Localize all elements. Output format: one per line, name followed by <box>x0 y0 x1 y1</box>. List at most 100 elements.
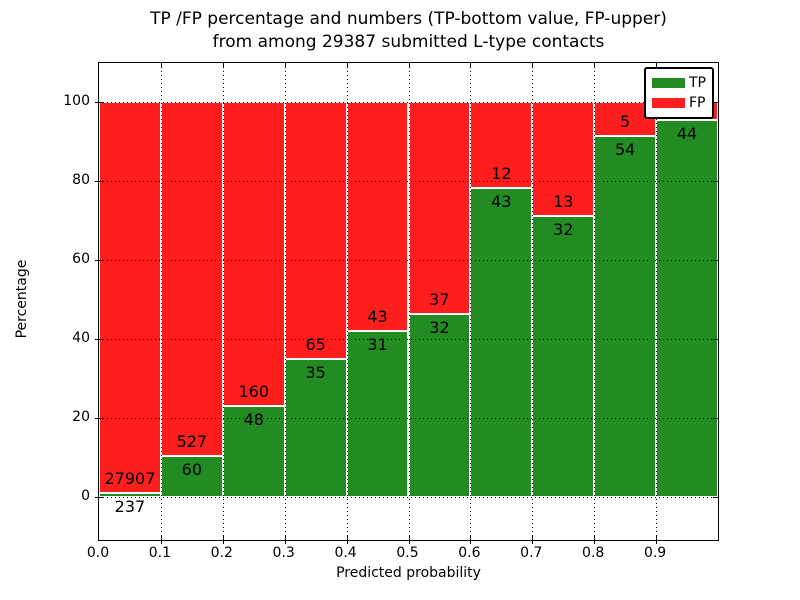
y-tick <box>95 496 104 498</box>
x-tick <box>656 535 658 544</box>
tp-count-label: 32 <box>429 317 450 337</box>
y-axis-label: Percentage <box>14 259 30 339</box>
fp-bar-segment <box>222 102 285 406</box>
fp-bar-segment <box>346 102 409 332</box>
fp-count-label: 5 <box>620 111 631 131</box>
x-gridline <box>346 63 348 540</box>
tp-legend-label: TP <box>689 75 706 91</box>
tp-bar-segment <box>99 493 161 497</box>
tp-count-label: 60 <box>181 460 203 480</box>
tp-bar-segment <box>594 135 657 497</box>
x-tick <box>594 63 596 68</box>
x-tick <box>222 63 224 68</box>
legend: TP FP <box>644 67 714 119</box>
fp-legend-label: FP <box>689 95 706 111</box>
y-tick <box>713 181 718 183</box>
y-tick <box>713 417 718 419</box>
fp-bar-segment <box>470 102 533 189</box>
fp-count-label: 160 <box>238 381 270 401</box>
tp-count-label: 44 <box>676 123 698 143</box>
x-gridline <box>160 63 162 540</box>
fp-count-label: 27907 <box>104 469 156 489</box>
tp-count-label: 43 <box>491 192 512 212</box>
fp-count-label: 37 <box>429 289 450 309</box>
tp-legend-swatch <box>652 78 685 88</box>
x-tick <box>470 535 472 544</box>
x-tick <box>532 63 534 68</box>
x-tick-label: 0.3 <box>272 545 295 561</box>
tp-bar-segment <box>284 358 347 497</box>
x-tick <box>594 535 596 544</box>
x-tick-label: 0.9 <box>643 545 667 561</box>
x-gridline <box>532 63 534 540</box>
y-tick <box>713 102 718 104</box>
y-tick <box>95 417 104 419</box>
x-gridline <box>594 63 596 540</box>
fp-count-label: 65 <box>305 334 326 354</box>
x-gridline <box>222 63 224 540</box>
y-tick <box>95 181 104 183</box>
x-tick-label: 0.5 <box>396 545 419 561</box>
y-tick <box>95 102 104 104</box>
y-tick-label: 80 <box>72 172 90 189</box>
x-tick <box>346 63 348 68</box>
fp-bar-segment <box>99 102 161 494</box>
plot-area: TP FP 27907 237 527 60 160 48 65 35 43 31 37 32 12 43… <box>95 62 719 544</box>
x-gridline <box>656 63 658 540</box>
y-tick <box>713 260 718 262</box>
legend-item-fp: FP <box>652 93 706 113</box>
x-gridline <box>284 63 286 540</box>
tp-bar-segment <box>470 188 533 497</box>
x-tick <box>408 63 410 68</box>
x-tick <box>284 535 286 544</box>
x-tick-label: 0.0 <box>86 545 110 561</box>
chart-title-line1: TP /FP percentage and numbers (TP-bottom… <box>150 9 667 29</box>
tp-bar-segment <box>656 119 718 497</box>
x-tick-label: 0.2 <box>210 545 233 561</box>
tp-bar-segment <box>408 313 471 497</box>
x-tick <box>470 63 472 68</box>
tp-count-label: 48 <box>243 409 264 429</box>
y-tick <box>95 338 104 340</box>
fp-count-label: 13 <box>553 192 574 212</box>
fp-bar-segment <box>160 102 223 457</box>
x-tick <box>284 63 286 68</box>
y-tick-label: 40 <box>72 329 90 346</box>
x-axis-label: Predicted probability <box>336 565 481 581</box>
tp-count-label: 54 <box>614 139 636 159</box>
x-tick <box>656 63 658 68</box>
fp-bar-segment <box>284 102 347 359</box>
tp-count-label: 35 <box>305 362 326 382</box>
x-tick-label: 0.4 <box>334 545 357 561</box>
chart-title-line2: from among 29387 submitted L-type contac… <box>212 32 605 52</box>
legend-item-tp: TP <box>652 73 706 93</box>
fp-legend-swatch <box>652 98 685 108</box>
x-tick <box>160 535 162 544</box>
y-tick-label: 20 <box>72 408 90 425</box>
fp-bar-segment <box>408 102 471 314</box>
tp-bar-segment <box>346 331 409 497</box>
x-tick-label: 0.7 <box>520 545 543 561</box>
fp-count-label: 527 <box>176 432 208 452</box>
tp-bar-segment <box>532 216 595 497</box>
fp-count-label: 43 <box>367 307 388 327</box>
tp-bar-segment <box>160 456 223 497</box>
tp-count-label: 237 <box>114 497 146 517</box>
x-tick-label: 0.1 <box>148 545 172 561</box>
y-tick <box>713 496 718 498</box>
x-tick <box>222 535 224 544</box>
x-tick <box>346 535 348 544</box>
y-tick-label: 0 <box>81 487 90 504</box>
x-tick <box>532 535 534 544</box>
tp-count-label: 32 <box>553 220 574 240</box>
y-tick-label: 60 <box>72 251 90 268</box>
fp-count-label: 12 <box>491 164 512 184</box>
chart-title: TP /FP percentage and numbers (TP-bottom… <box>98 8 719 54</box>
x-tick-label: 0.6 <box>458 545 481 561</box>
x-tick-label: 0.8 <box>582 545 605 561</box>
x-gridline <box>470 63 472 540</box>
tp-count-label: 31 <box>367 335 388 355</box>
y-tick <box>95 260 104 262</box>
x-tick <box>160 63 162 68</box>
